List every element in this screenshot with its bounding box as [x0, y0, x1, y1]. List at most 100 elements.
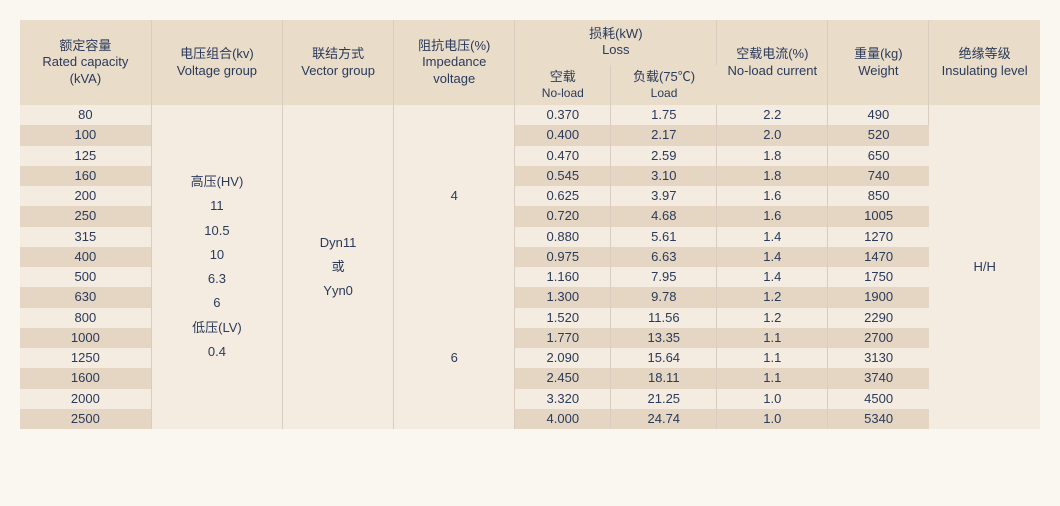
cell-load-loss: 3.10: [611, 166, 717, 186]
cell-no-load-loss: 2.090: [515, 348, 611, 368]
hdr-cn: 空载: [550, 69, 576, 84]
hdr-en: Insulating level: [942, 63, 1028, 78]
cell-rated-capacity: 2500: [20, 409, 151, 429]
cell-weight: 850: [828, 186, 929, 206]
cell-rated-capacity: 1000: [20, 328, 151, 348]
cell-no-load-loss: 0.470: [515, 146, 611, 166]
voltage-line: 11: [156, 194, 278, 218]
cell-no-load-loss: 0.370: [515, 105, 611, 125]
hdr-en: No-load: [542, 86, 584, 100]
cell-rated-capacity: 1250: [20, 348, 151, 368]
cell-no-load-current: 1.1: [717, 348, 828, 368]
hdr-en: Load: [651, 86, 678, 100]
cell-weight: 3130: [828, 348, 929, 368]
hdr-en: Loss: [602, 42, 629, 57]
hdr-en: No-load current: [728, 63, 818, 78]
cell-weight: 1750: [828, 267, 929, 287]
hdr-cn: 负载(75℃): [633, 69, 695, 84]
hdr-cn: 重量(kg): [854, 46, 902, 61]
cell-no-load-current: 1.2: [717, 308, 828, 328]
cell-vector-group: Dyn11或Yyn0: [283, 105, 394, 429]
cell-rated-capacity: 250: [20, 206, 151, 226]
cell-no-load-loss: 0.975: [515, 247, 611, 267]
cell-no-load-loss: 0.625: [515, 186, 611, 206]
cell-rated-capacity: 100: [20, 125, 151, 145]
cell-no-load-loss: 3.320: [515, 389, 611, 409]
cell-no-load-loss: 4.000: [515, 409, 611, 429]
cell-no-load-current: 1.0: [717, 409, 828, 429]
cell-no-load-current: 2.0: [717, 125, 828, 145]
col-voltage-group: 电压组合(kv) Voltage group: [151, 20, 282, 105]
cell-no-load-loss: 1.770: [515, 328, 611, 348]
cell-no-load-current: 1.0: [717, 389, 828, 409]
cell-insulating: H/H: [929, 105, 1040, 429]
hdr-en: Weight: [858, 63, 898, 78]
cell-weight: 520: [828, 125, 929, 145]
cell-no-load-loss: 0.400: [515, 125, 611, 145]
cell-no-load-current: 1.6: [717, 206, 828, 226]
col-weight: 重量(kg) Weight: [828, 20, 929, 105]
cell-no-load-current: 1.4: [717, 227, 828, 247]
cell-rated-capacity: 630: [20, 287, 151, 307]
col-insulating: 绝缘等级 Insulating level: [929, 20, 1040, 105]
cell-voltage-group: 高压(HV)1110.5106.36低压(LV)0.4: [151, 105, 282, 429]
cell-impedance-top: 4: [394, 105, 515, 287]
vector-line: 或: [287, 255, 389, 279]
hdr-cn: 联结方式: [312, 46, 364, 61]
cell-load-loss: 1.75: [611, 105, 717, 125]
cell-rated-capacity: 80: [20, 105, 151, 125]
col-load-loss: 负载(75℃) Load: [611, 65, 717, 106]
cell-load-loss: 6.63: [611, 247, 717, 267]
cell-no-load-current: 1.2: [717, 287, 828, 307]
cell-weight: 2290: [828, 308, 929, 328]
cell-no-load-current: 1.4: [717, 267, 828, 287]
cell-rated-capacity: 125: [20, 146, 151, 166]
cell-rated-capacity: 200: [20, 186, 151, 206]
cell-rated-capacity: 2000: [20, 389, 151, 409]
cell-rated-capacity: 1600: [20, 368, 151, 388]
col-no-load-current: 空载电流(%) No-load current: [717, 20, 828, 105]
cell-load-loss: 2.17: [611, 125, 717, 145]
cell-load-loss: 15.64: [611, 348, 717, 368]
hdr-cn: 损耗(kW): [589, 26, 642, 41]
cell-rated-capacity: 400: [20, 247, 151, 267]
table-header: 额定容量 Rated capacity (kVA) 电压组合(kv) Volta…: [20, 20, 1040, 105]
voltage-line: 高压(HV): [156, 170, 278, 194]
cell-load-loss: 5.61: [611, 227, 717, 247]
hdr-cn: 空载电流(%): [736, 46, 808, 61]
cell-no-load-loss: 0.545: [515, 166, 611, 186]
cell-rated-capacity: 800: [20, 308, 151, 328]
cell-weight: 4500: [828, 389, 929, 409]
cell-no-load-loss: 1.520: [515, 308, 611, 328]
hdr-en: Voltage group: [177, 63, 257, 78]
cell-load-loss: 11.56: [611, 308, 717, 328]
cell-weight: 5340: [828, 409, 929, 429]
cell-no-load-loss: 1.160: [515, 267, 611, 287]
cell-load-loss: 13.35: [611, 328, 717, 348]
cell-no-load-current: 1.1: [717, 328, 828, 348]
cell-rated-capacity: 315: [20, 227, 151, 247]
cell-impedance-bottom: 6: [394, 287, 515, 429]
hdr-en: Rated capacity: [42, 54, 128, 69]
col-rated-capacity: 额定容量 Rated capacity (kVA): [20, 20, 151, 105]
hdr-en: Vector group: [301, 63, 375, 78]
col-loss: 损耗(kW) Loss: [515, 20, 717, 65]
cell-weight: 1470: [828, 247, 929, 267]
cell-load-loss: 2.59: [611, 146, 717, 166]
cell-weight: 650: [828, 146, 929, 166]
hdr-en: Impedance voltage: [422, 54, 486, 85]
cell-no-load-loss: 1.300: [515, 287, 611, 307]
cell-weight: 2700: [828, 328, 929, 348]
cell-no-load-current: 1.8: [717, 166, 828, 186]
table-row: 80高压(HV)1110.5106.36低压(LV)0.4Dyn11或Yyn04…: [20, 105, 1040, 125]
vector-line: Yyn0: [287, 279, 389, 303]
cell-load-loss: 21.25: [611, 389, 717, 409]
voltage-line: 6: [156, 291, 278, 315]
hdr-cn: 额定容量: [59, 38, 111, 53]
table-body: 80高压(HV)1110.5106.36低压(LV)0.4Dyn11或Yyn04…: [20, 105, 1040, 429]
cell-weight: 1005: [828, 206, 929, 226]
col-vector-group: 联结方式 Vector group: [283, 20, 394, 105]
cell-load-loss: 9.78: [611, 287, 717, 307]
cell-no-load-current: 1.6: [717, 186, 828, 206]
cell-weight: 490: [828, 105, 929, 125]
